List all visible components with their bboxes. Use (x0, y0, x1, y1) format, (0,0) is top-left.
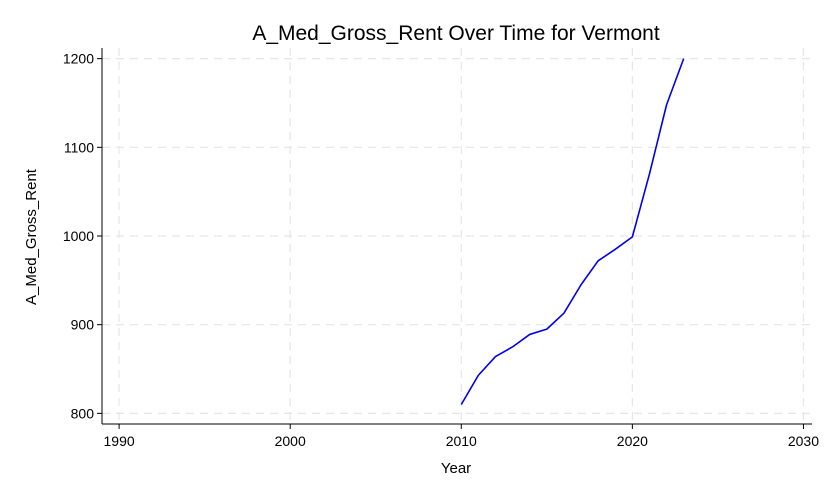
chart-title: A_Med_Gross_Rent Over Time for Vermont (252, 22, 659, 45)
x-tick-label: 2020 (617, 433, 648, 449)
x-tick-label: 2030 (788, 433, 819, 449)
x-axis-label: Year (441, 460, 471, 477)
x-tick-label: 2010 (446, 433, 477, 449)
y-tick-label: 1000 (63, 228, 94, 244)
series (460, 58, 685, 405)
y-axis-label: A_Med_Gross_Rent (23, 168, 40, 305)
y-tick-label: 1200 (63, 51, 94, 67)
grid (102, 48, 812, 424)
x-tick-label: 1990 (104, 433, 135, 449)
y-tick-label: 1100 (64, 139, 94, 155)
x-tick-label: 2000 (275, 433, 306, 449)
series-line (460, 58, 685, 405)
ticks: 1990 2000 2010 2020 2030 800 900 1000 1100 1200 (63, 51, 819, 449)
y-tick-label: 800 (71, 405, 95, 421)
y-tick-label: 900 (71, 317, 95, 333)
